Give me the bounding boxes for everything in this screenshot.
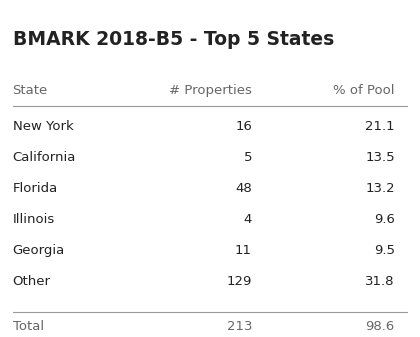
Text: Georgia: Georgia (13, 244, 65, 257)
Text: 48: 48 (235, 182, 252, 195)
Text: 13.5: 13.5 (365, 151, 395, 164)
Text: 21.1: 21.1 (365, 120, 395, 133)
Text: % of Pool: % of Pool (333, 85, 395, 97)
Text: Total: Total (13, 320, 44, 333)
Text: 16: 16 (235, 120, 252, 133)
Text: Florida: Florida (13, 182, 58, 195)
Text: State: State (13, 85, 48, 97)
Text: # Properties: # Properties (169, 85, 252, 97)
Text: 11: 11 (235, 244, 252, 257)
Text: 13.2: 13.2 (365, 182, 395, 195)
Text: BMARK 2018-B5 - Top 5 States: BMARK 2018-B5 - Top 5 States (13, 30, 334, 49)
Text: New York: New York (13, 120, 74, 133)
Text: Illinois: Illinois (13, 213, 55, 226)
Text: 129: 129 (227, 275, 252, 288)
Text: 9.6: 9.6 (374, 213, 395, 226)
Text: 4: 4 (244, 213, 252, 226)
Text: California: California (13, 151, 76, 164)
Text: 9.5: 9.5 (374, 244, 395, 257)
Text: 31.8: 31.8 (365, 275, 395, 288)
Text: Other: Other (13, 275, 50, 288)
Text: 5: 5 (244, 151, 252, 164)
Text: 98.6: 98.6 (365, 320, 395, 333)
Text: 213: 213 (226, 320, 252, 333)
